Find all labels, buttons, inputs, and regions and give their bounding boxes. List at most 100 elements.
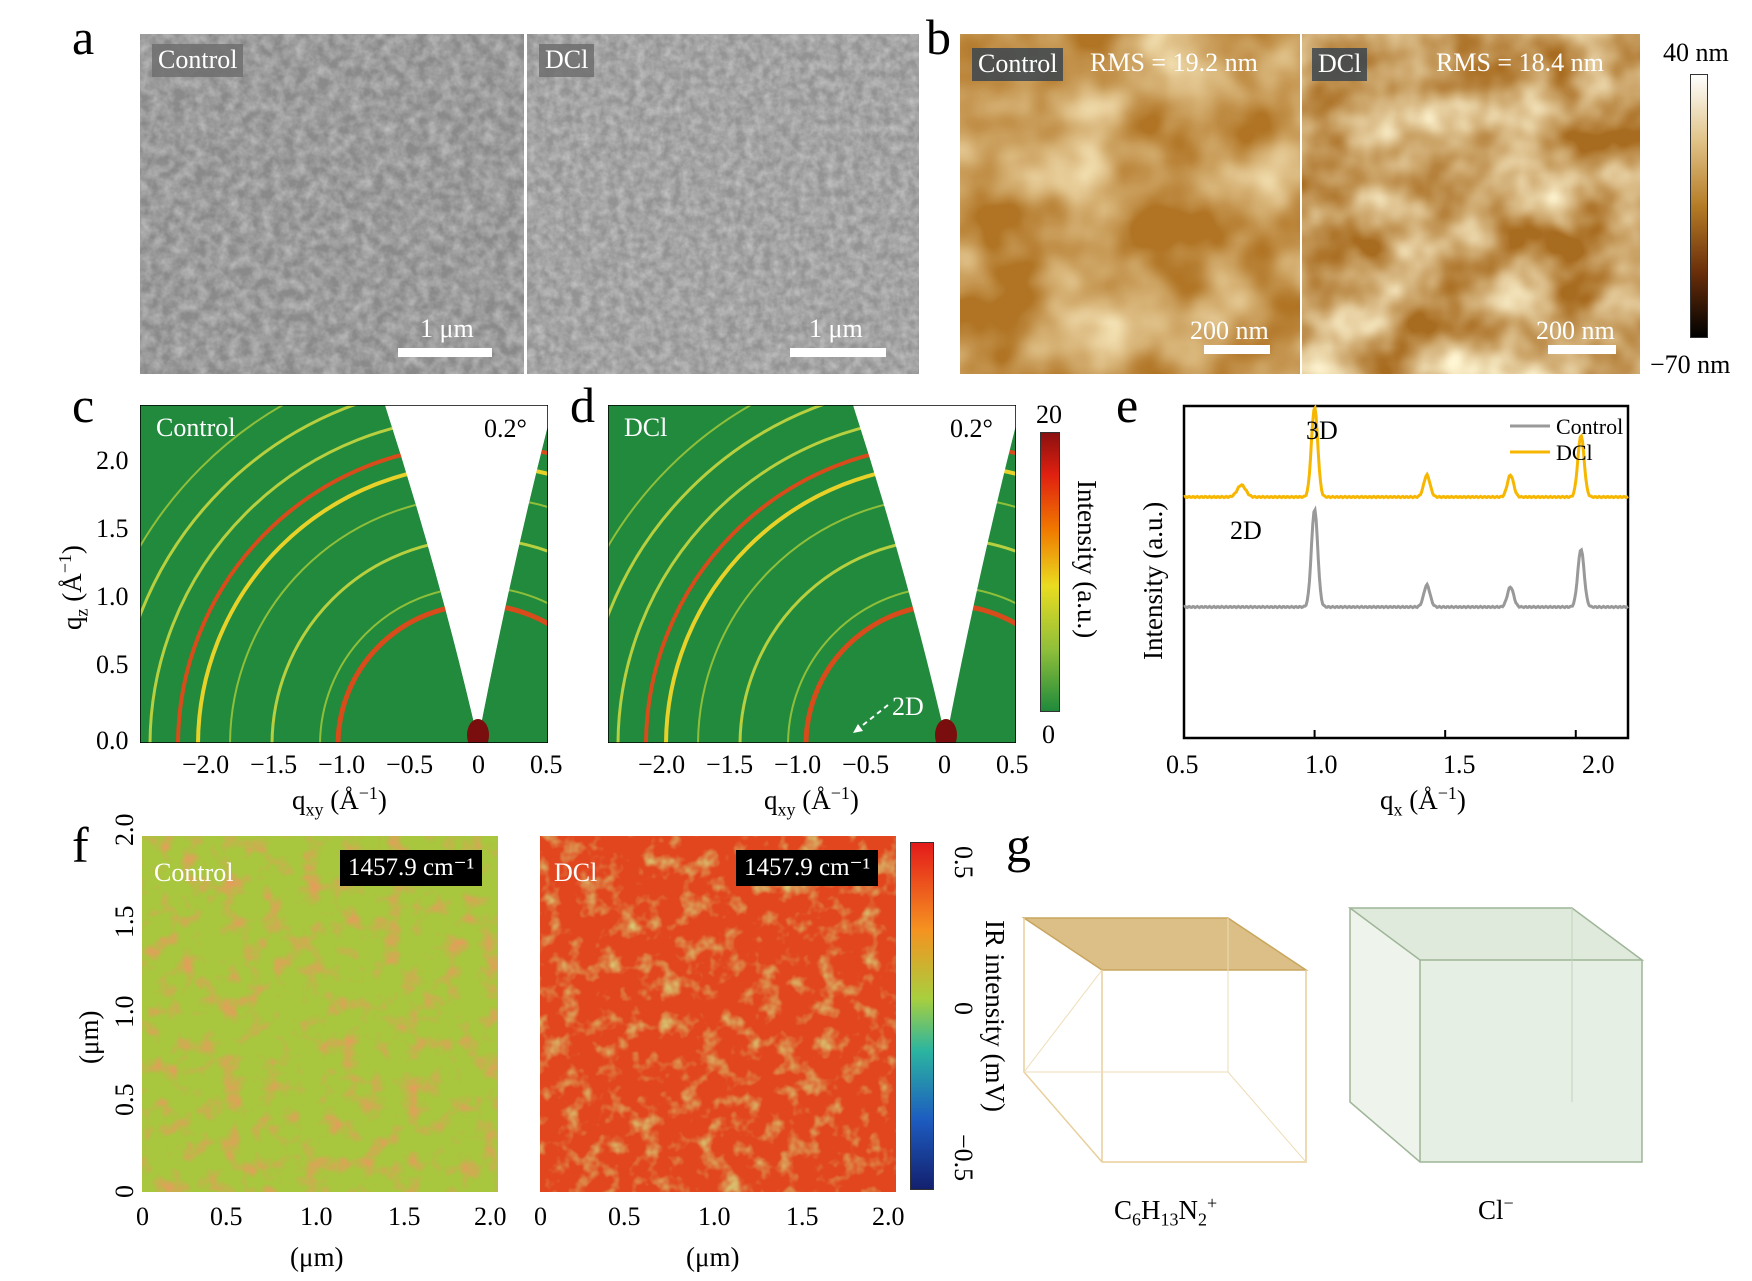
d-xtick-0: −2.0 bbox=[638, 750, 686, 779]
d-xtick-3: −0.5 bbox=[842, 750, 890, 779]
f-xtick-l2: 1.0 bbox=[300, 1202, 333, 1231]
f-xtick-r0: 0 bbox=[534, 1202, 547, 1231]
series-line-control bbox=[1183, 505, 1629, 610]
afm-control-scale-text: 200 nm bbox=[1190, 316, 1269, 345]
f-xtick-r3: 1.5 bbox=[786, 1202, 819, 1231]
f-xtick-l0: 0 bbox=[136, 1202, 149, 1231]
legend-dcl-text: DCl bbox=[1556, 440, 1593, 465]
giwaxs-dcl-angle: 0.2° bbox=[950, 414, 993, 443]
series-line-dcl bbox=[1183, 403, 1629, 500]
ir-colorbar-tick-1: 0 bbox=[949, 1002, 978, 1015]
sem-control-scale-text: 1 μm bbox=[420, 314, 474, 343]
afm-colorbar-min: −70 nm bbox=[1650, 350, 1731, 379]
c-ytick-1.0: 1.0 bbox=[96, 582, 129, 611]
giwaxs-dcl-map bbox=[608, 405, 1016, 743]
sem-dcl-image: DCl 1 μm bbox=[527, 34, 919, 374]
d-xtick-4: 0 bbox=[938, 750, 951, 779]
e-xtick-3: 2.0 bbox=[1582, 750, 1615, 779]
afm-control-scalebar bbox=[1204, 345, 1270, 354]
giwaxs-dcl-tag: DCl bbox=[624, 413, 668, 442]
c-xtick-2: −1.0 bbox=[318, 750, 366, 779]
giwaxs-colorbar-max: 20 bbox=[1036, 400, 1062, 429]
tof-sims-cube-cl bbox=[1347, 907, 1645, 1163]
panel-d-label: d bbox=[570, 377, 595, 433]
afm-control-rms: RMS = 19.2 nm bbox=[1090, 48, 1258, 77]
sem-control-scalebar bbox=[398, 348, 492, 357]
f-xtick-r2: 1.0 bbox=[698, 1202, 731, 1231]
tof-sims-cube-c6h13n2 bbox=[1021, 917, 1309, 1163]
sem-dcl-scalebar bbox=[790, 348, 886, 357]
e-xtick-0: 0.5 bbox=[1166, 750, 1199, 779]
afm-dcl-tag: DCl bbox=[1312, 48, 1368, 81]
panel-e-label: e bbox=[1116, 377, 1139, 433]
giwaxs-control-angle: 0.2° bbox=[484, 414, 527, 443]
d-xtick-2: −1.0 bbox=[774, 750, 822, 779]
f-ytick-4: 0 bbox=[110, 1185, 139, 1198]
c-xtick-4: 0 bbox=[472, 750, 485, 779]
c-ytick-2.0: 2.0 bbox=[96, 446, 129, 475]
peak-2d-label: 2D bbox=[1230, 516, 1262, 545]
f-ytick-1: 1.5 bbox=[110, 905, 139, 939]
e-xtick-2: 1.5 bbox=[1443, 750, 1476, 779]
c-xtick-3: −0.5 bbox=[386, 750, 434, 779]
ir-colorbar-tick-0: 0.5 bbox=[949, 846, 978, 879]
f-ytick-2: 1.0 bbox=[110, 995, 139, 1029]
giwaxs-colorbar-min: 0 bbox=[1042, 720, 1055, 749]
ir-dcl-map: DCl 1457.9 cm⁻¹ bbox=[540, 836, 896, 1192]
peak-3d-label: 3D bbox=[1306, 416, 1338, 445]
afm-control-image: Control RMS = 19.2 nm 200 nm bbox=[960, 34, 1300, 374]
legend-control-text: Control bbox=[1556, 414, 1623, 439]
f-ytick-0: 2.0 bbox=[110, 813, 139, 847]
e-xlabel: qx (Å−1) bbox=[1380, 783, 1466, 820]
f-xtick-l1: 0.5 bbox=[210, 1202, 243, 1231]
f-xtick-l3: 1.5 bbox=[388, 1202, 421, 1231]
f-xtick-r1: 0.5 bbox=[608, 1202, 641, 1231]
f-xlabel-right: (μm) bbox=[686, 1242, 740, 1272]
ir-control-tag: Control bbox=[154, 858, 234, 887]
linecut-chart: Control DCl bbox=[1182, 403, 1630, 740]
ir-control-wavenumber: 1457.9 cm⁻¹ bbox=[340, 850, 483, 886]
c-ytick-1.5: 1.5 bbox=[96, 514, 129, 543]
c-ytick-0.0: 0.0 bbox=[96, 726, 129, 755]
e-ylabel: Intensity (a.u.) bbox=[1138, 501, 1168, 660]
d-xlabel: qxy (Å−1) bbox=[764, 783, 859, 820]
c-xtick-5: 0.5 bbox=[530, 750, 563, 779]
afm-dcl-image: DCl RMS = 18.4 nm 200 nm bbox=[1302, 34, 1640, 374]
panel-f-label: f bbox=[72, 817, 89, 873]
afm-control-tag: Control bbox=[972, 48, 1064, 81]
c-ytick-0.5: 0.5 bbox=[96, 650, 129, 679]
linecut-frame bbox=[1182, 404, 1630, 740]
f-ylabel: (μm) bbox=[74, 1010, 104, 1064]
ir-dcl-tag: DCl bbox=[554, 858, 598, 887]
panel-g-label: g bbox=[1006, 817, 1031, 873]
ir-control-map: Control 1457.9 cm⁻¹ bbox=[142, 836, 498, 1192]
ir-colorbar-tick-2: −0.5 bbox=[949, 1134, 978, 1182]
c-ylabel: qz (Å−1) bbox=[55, 545, 92, 630]
c-xtick-0: −2.0 bbox=[182, 750, 230, 779]
f-xtick-r4: 2.0 bbox=[872, 1202, 905, 1231]
afm-dcl-scale-text: 200 nm bbox=[1536, 316, 1615, 345]
ir-dcl-wavenumber: 1457.9 cm⁻¹ bbox=[736, 850, 879, 886]
ion-label-c6h13n2: C6H13N2+ bbox=[1114, 1193, 1218, 1230]
panel-b-label: b bbox=[926, 9, 951, 65]
d-xtick-5: 0.5 bbox=[996, 750, 1029, 779]
sem-dcl-scale-text: 1 μm bbox=[809, 314, 863, 343]
f-xlabel-left: (μm) bbox=[290, 1242, 344, 1272]
panel-c-label: c bbox=[72, 377, 95, 433]
sem-dcl-tag: DCl bbox=[539, 44, 595, 77]
afm-dcl-rms: RMS = 18.4 nm bbox=[1436, 48, 1604, 77]
afm-colorbar-max: 40 nm bbox=[1663, 38, 1729, 67]
giwaxs-dcl-2d-annotation: 2D bbox=[892, 692, 924, 721]
sem-control-image: Control 1 μm bbox=[140, 34, 524, 374]
giwaxs-control-map bbox=[140, 405, 548, 743]
afm-dcl-scalebar bbox=[1548, 345, 1616, 354]
d-xtick-1: −1.5 bbox=[706, 750, 754, 779]
f-xtick-l4: 2.0 bbox=[474, 1202, 507, 1231]
ion-label-cl: Cl− bbox=[1478, 1193, 1514, 1225]
ir-colorbar-title: IR intensity (mV) bbox=[980, 920, 1010, 1112]
ir-colorbar bbox=[910, 842, 934, 1190]
panel-a-label: a bbox=[72, 9, 95, 65]
giwaxs-colorbar-title: Intensity (a.u.) bbox=[1072, 480, 1102, 639]
f-ytick-3: 0.5 bbox=[110, 1083, 139, 1117]
afm-colorbar bbox=[1690, 74, 1708, 338]
